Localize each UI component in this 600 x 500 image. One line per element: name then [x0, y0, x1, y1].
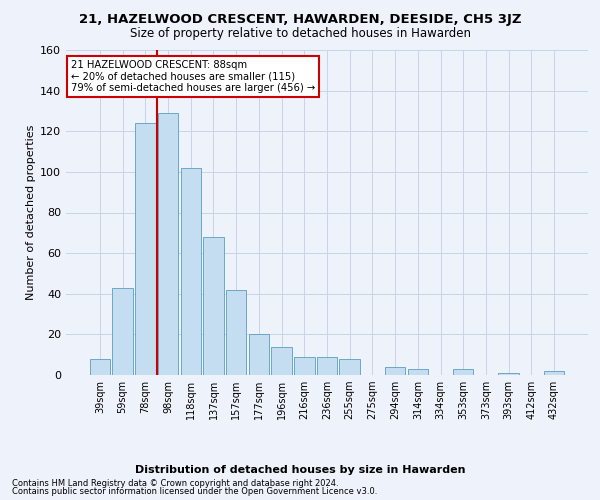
Bar: [271, 346, 292, 375]
Text: Distribution of detached houses by size in Hawarden: Distribution of detached houses by size …: [135, 465, 465, 475]
Bar: [158, 113, 178, 375]
Bar: [181, 168, 201, 375]
Bar: [135, 123, 155, 375]
Bar: [453, 369, 473, 375]
Text: 21 HAZELWOOD CRESCENT: 88sqm
← 20% of detached houses are smaller (115)
79% of s: 21 HAZELWOOD CRESCENT: 88sqm ← 20% of de…: [71, 60, 316, 93]
Bar: [90, 359, 110, 375]
Bar: [340, 359, 360, 375]
Bar: [226, 290, 247, 375]
Bar: [248, 334, 269, 375]
Text: Contains public sector information licensed under the Open Government Licence v3: Contains public sector information licen…: [12, 487, 377, 496]
Bar: [294, 356, 314, 375]
Bar: [203, 237, 224, 375]
Bar: [499, 373, 519, 375]
Bar: [112, 288, 133, 375]
Bar: [407, 369, 428, 375]
Text: Contains HM Land Registry data © Crown copyright and database right 2024.: Contains HM Land Registry data © Crown c…: [12, 478, 338, 488]
Bar: [385, 367, 406, 375]
Text: 21, HAZELWOOD CRESCENT, HAWARDEN, DEESIDE, CH5 3JZ: 21, HAZELWOOD CRESCENT, HAWARDEN, DEESID…: [79, 12, 521, 26]
Bar: [317, 356, 337, 375]
Text: Size of property relative to detached houses in Hawarden: Size of property relative to detached ho…: [130, 28, 470, 40]
Bar: [544, 371, 564, 375]
Y-axis label: Number of detached properties: Number of detached properties: [26, 125, 36, 300]
